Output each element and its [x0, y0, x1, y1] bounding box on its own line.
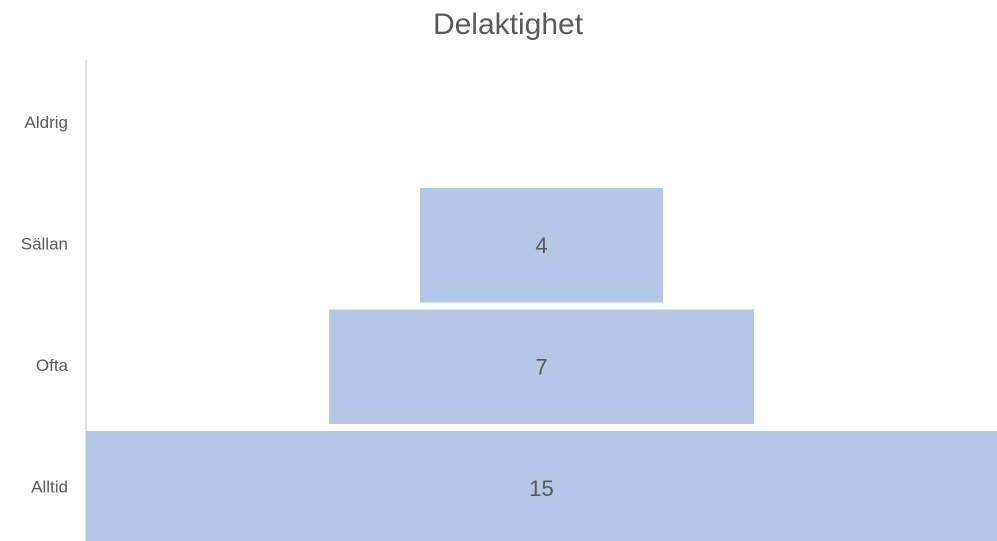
category-label: Ofta: [36, 356, 69, 375]
funnel-bar: [420, 188, 663, 303]
data-label: 7: [535, 355, 547, 380]
data-label: 15: [529, 476, 553, 501]
funnel-bar: [328, 309, 755, 424]
category-label: Alltid: [31, 478, 68, 497]
chart-title: Delaktighet: [433, 8, 584, 41]
category-label: Sällan: [21, 235, 68, 254]
category-label: Aldrig: [25, 113, 68, 132]
data-label: 4: [535, 233, 547, 258]
funnel-bar: [86, 431, 997, 541]
